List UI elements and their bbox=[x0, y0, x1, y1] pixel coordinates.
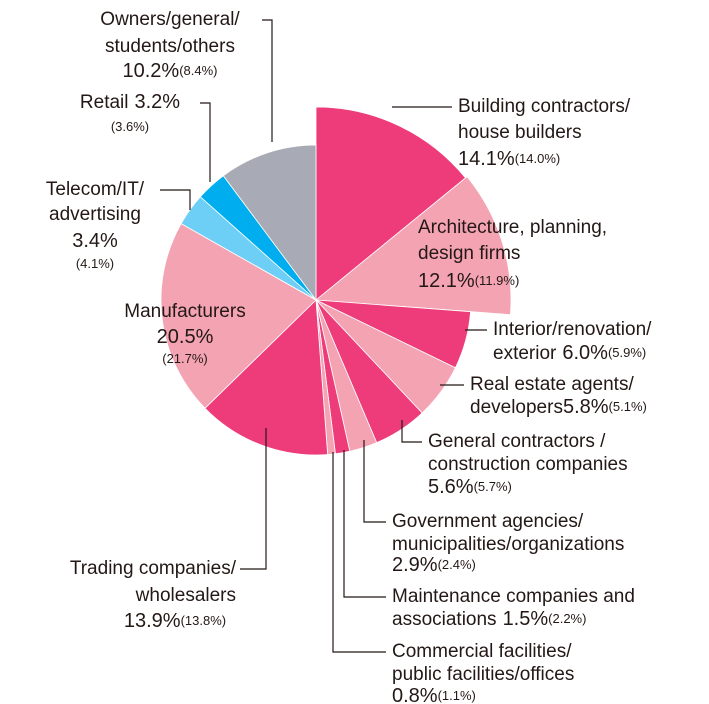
leader-line bbox=[332, 452, 386, 653]
value-label: 2.9% bbox=[392, 554, 438, 576]
slice-label: associations 1.5%(2.2%) bbox=[392, 608, 586, 630]
value-text: 14.1%(14.0%) bbox=[458, 148, 560, 170]
prior-value-label: (3.6%) bbox=[111, 119, 149, 134]
value-text: 13.9%(13.8%) bbox=[124, 610, 226, 632]
slice-label: wholesalers bbox=[135, 585, 236, 606]
slice-label: Manufacturers bbox=[124, 301, 245, 322]
slice-label: construction companies bbox=[428, 454, 628, 475]
pie-slice bbox=[222, 144, 317, 302]
slice-label: Architecture, planning, bbox=[418, 217, 607, 238]
leader-line bbox=[240, 428, 267, 570]
slice-label: Government agencies/ bbox=[392, 511, 584, 532]
leader-line bbox=[343, 450, 386, 598]
leader-line bbox=[160, 189, 191, 210]
value-text: 5.6%(5.7%) bbox=[428, 476, 512, 498]
value-label: 12.1% bbox=[418, 270, 475, 292]
slice-label: advertising bbox=[49, 204, 141, 225]
pie-slice bbox=[204, 299, 329, 456]
value-text: 0.8%(1.1%) bbox=[392, 685, 476, 704]
slice-label: Commercial facilities/ bbox=[392, 641, 572, 662]
prior-value-label: (14.0%) bbox=[515, 151, 561, 166]
value-label: 5.8% bbox=[563, 396, 609, 418]
value-label: 6.0% bbox=[562, 342, 608, 364]
labels: Building contractors/house builders 14.1%… bbox=[46, 9, 652, 704]
slice-label: house builders bbox=[458, 122, 582, 143]
value-text: 20.5% bbox=[157, 326, 214, 348]
leader-line bbox=[262, 19, 273, 142]
value-label: 13.9% bbox=[124, 610, 181, 632]
slice-label: Telecom/IT/ bbox=[46, 179, 145, 200]
slice-label: General contractors / bbox=[428, 431, 606, 452]
value-label: 0.8% bbox=[392, 685, 438, 704]
leader-line bbox=[200, 102, 211, 182]
prior-text: (4.1%) bbox=[76, 256, 114, 271]
slice-label: municipalities/organizations bbox=[392, 534, 624, 555]
prior-text: (21.7%) bbox=[162, 351, 208, 366]
slice-label: Building contractors/ bbox=[458, 96, 631, 117]
prior-value-label: (2.2%) bbox=[548, 611, 586, 626]
slice-label: Interior/renovation/ bbox=[493, 319, 652, 340]
slice-label-line: associations bbox=[392, 609, 497, 630]
value-label: 3.4% bbox=[72, 230, 118, 252]
pie-slice bbox=[315, 106, 467, 301]
slice-label: Retail 3.2% bbox=[80, 91, 180, 113]
prior-value-label: (5.1%) bbox=[609, 399, 647, 414]
pie-slice bbox=[314, 176, 512, 316]
prior-value-label: (21.7%) bbox=[162, 351, 208, 366]
prior-value-label: (1.1%) bbox=[438, 688, 476, 703]
value-label: 20.5% bbox=[157, 326, 214, 348]
slice-label-line: developers bbox=[470, 397, 563, 418]
value-label: 5.6% bbox=[428, 476, 474, 498]
leader-line bbox=[363, 440, 386, 523]
value-label: 10.2% bbox=[122, 60, 179, 82]
slice-label: exterior 6.0%(5.9%) bbox=[493, 342, 646, 364]
prior-value-label: (4.1%) bbox=[76, 256, 114, 271]
prior-value-label: (11.9%) bbox=[475, 273, 520, 288]
value-text: 2.9%(2.4%) bbox=[392, 554, 476, 576]
slice-label: Trading companies/ bbox=[70, 558, 237, 579]
slice-label: Owners/general/ bbox=[100, 9, 240, 30]
prior-value-label: (8.4%) bbox=[179, 63, 217, 78]
prior-value-label: (13.8%) bbox=[181, 613, 227, 628]
value-label: 14.1% bbox=[458, 148, 515, 170]
slice-label-line: Retail bbox=[80, 92, 129, 113]
slice-label: developers5.8%(5.1%) bbox=[470, 396, 647, 418]
slice-label: Maintenance companies and bbox=[392, 586, 635, 607]
prior-value-label: (2.4%) bbox=[438, 557, 476, 572]
pie-slice bbox=[160, 223, 317, 409]
slice-label: design firms bbox=[418, 243, 520, 264]
prior-value-label: (5.7%) bbox=[474, 479, 512, 494]
prior-text: (3.6%) bbox=[111, 119, 149, 134]
value-label: 1.5% bbox=[503, 608, 549, 630]
slice-label-line: exterior bbox=[493, 343, 557, 364]
value-text: 3.4% bbox=[72, 230, 118, 252]
slice-label: public facilities/offices bbox=[392, 664, 574, 685]
value-text: 12.1%(11.9%) bbox=[418, 270, 519, 292]
value-label: 3.2% bbox=[134, 91, 180, 113]
slice-label: Real estate agents/ bbox=[470, 374, 634, 395]
value-text: 10.2%(8.4%) bbox=[122, 60, 217, 82]
prior-value-label: (5.9%) bbox=[608, 345, 646, 360]
leader-line bbox=[401, 420, 422, 443]
slice-label: students/others bbox=[105, 36, 235, 57]
